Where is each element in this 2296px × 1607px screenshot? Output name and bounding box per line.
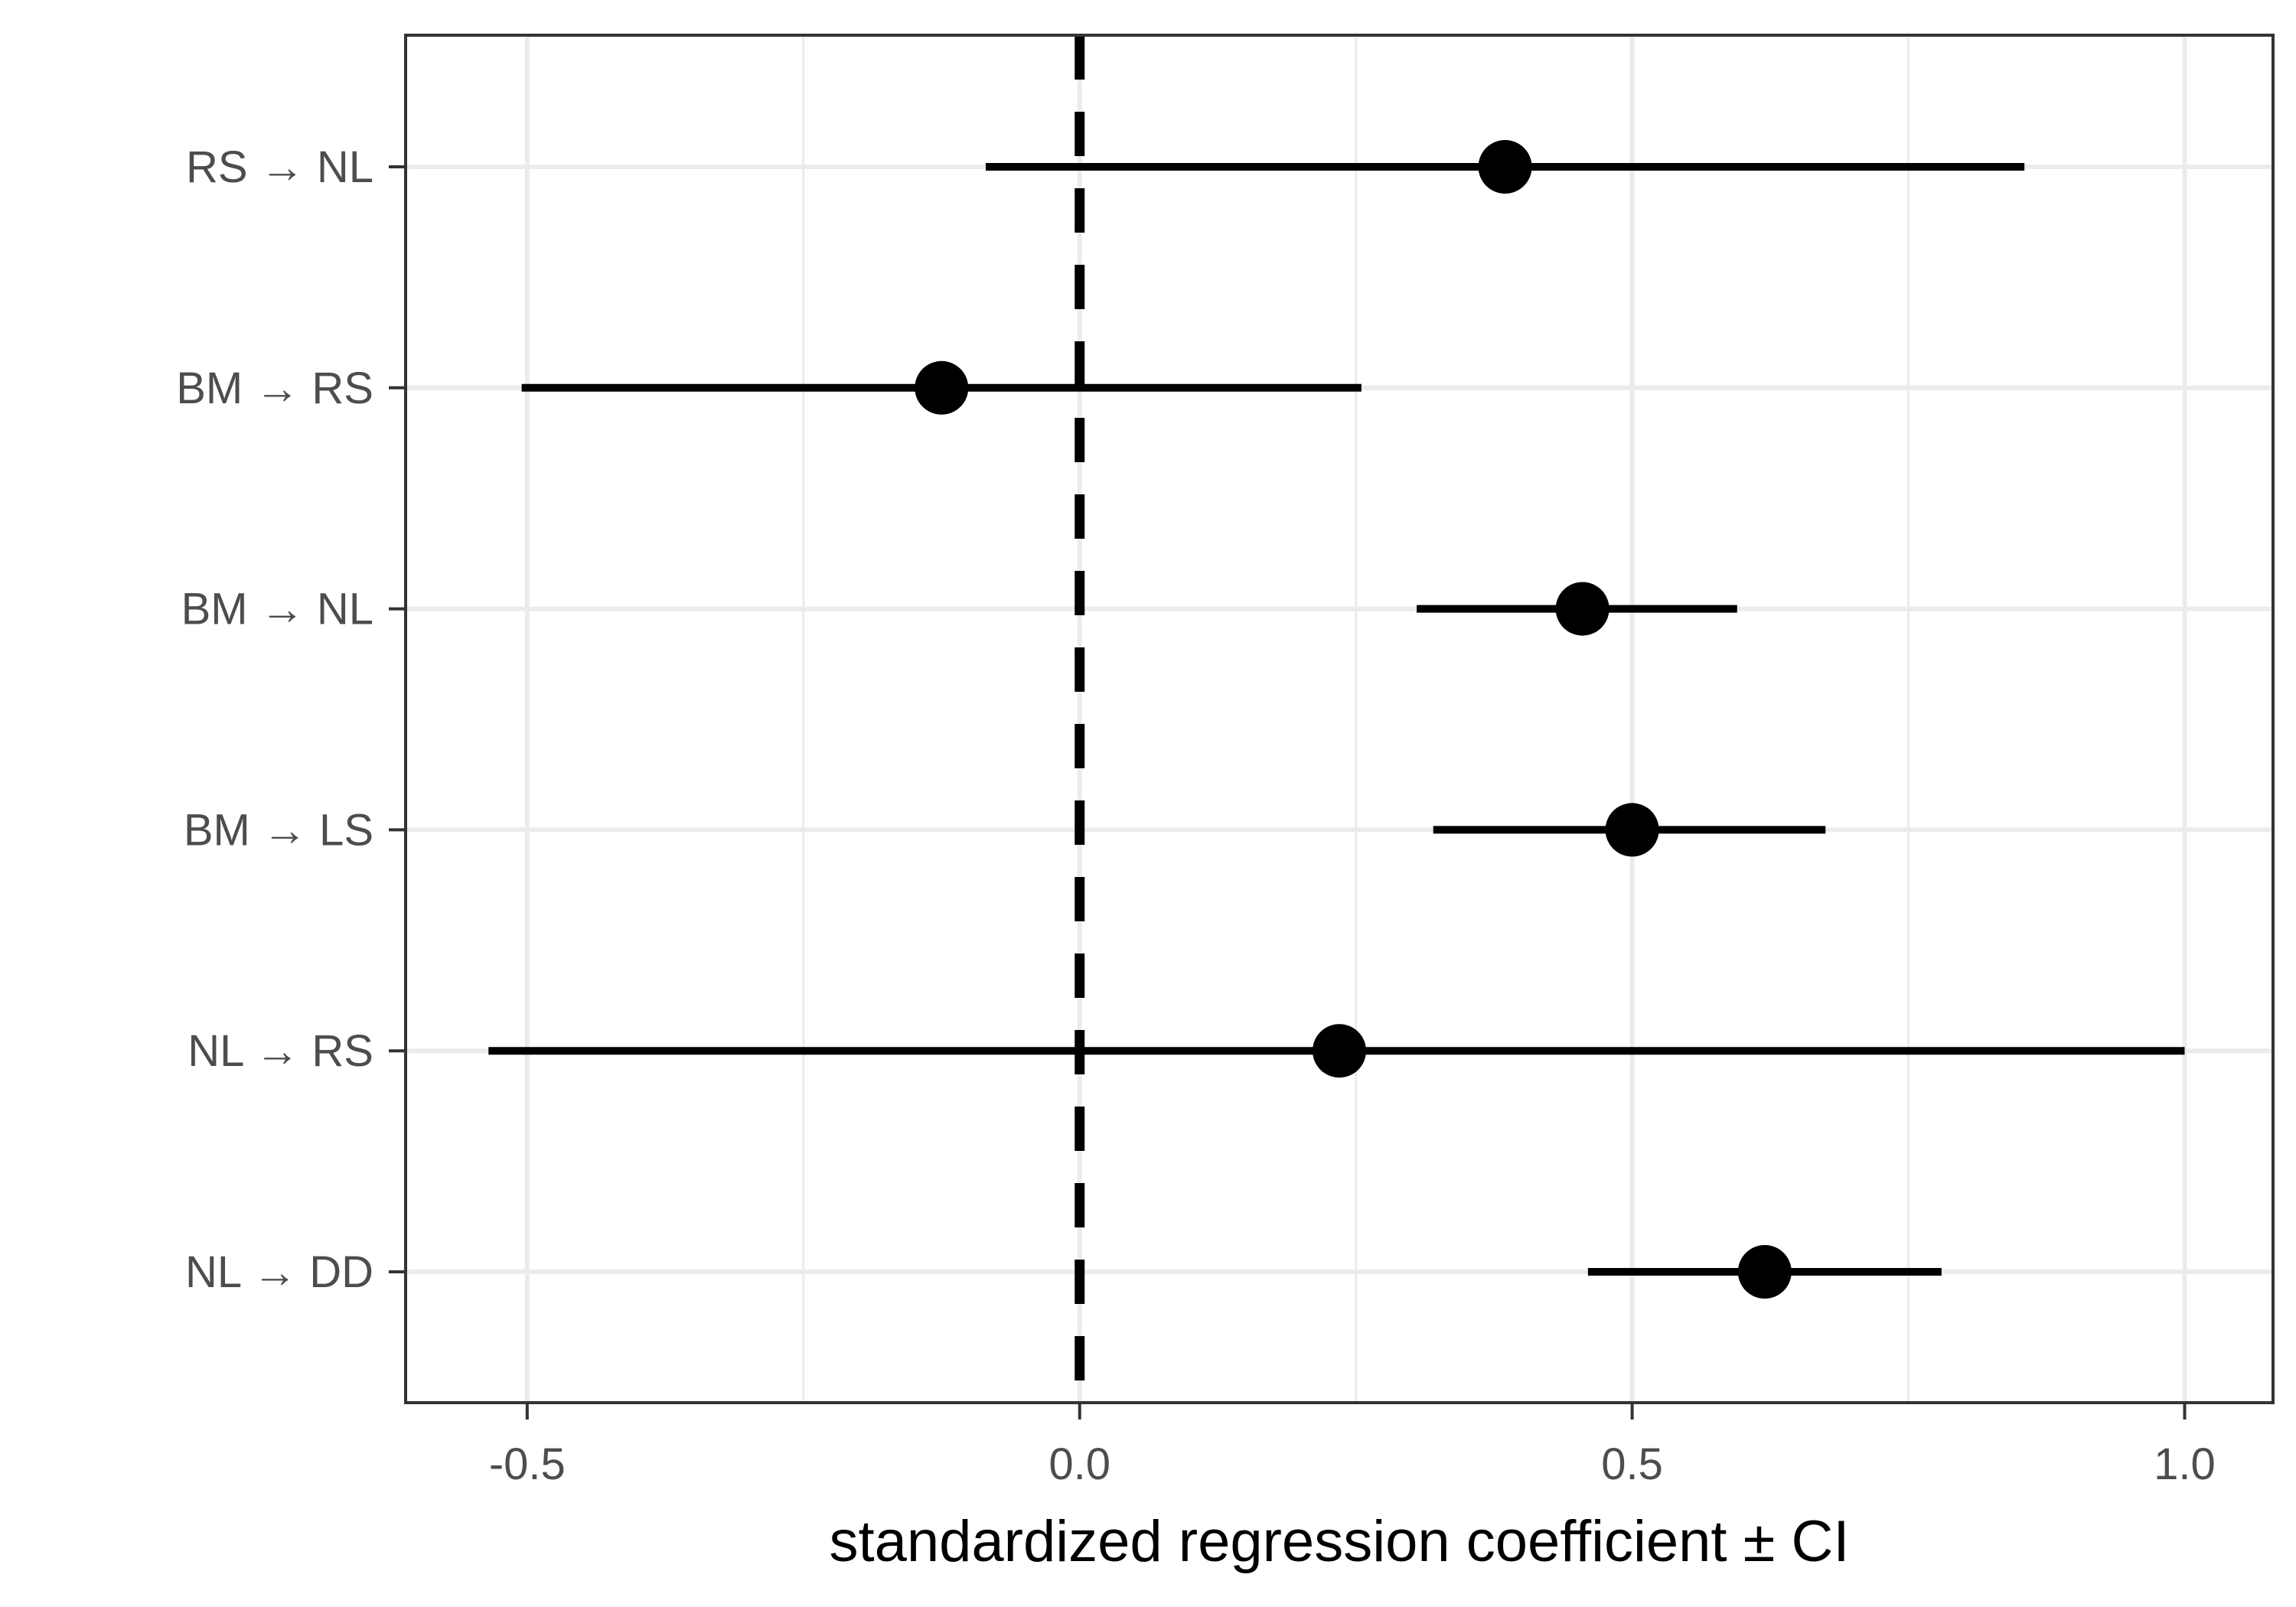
y-tick-label: RS → NL [186,142,373,192]
estimate-point [1737,1245,1792,1299]
x-axis-title: standardized regression coefficient ± CI [829,1509,1849,1574]
y-tick-label: NL → RS [188,1026,373,1076]
estimate-point [1478,140,1532,194]
x-tick-label: 0.5 [1601,1439,1663,1489]
grid-layer [406,35,2273,1403]
y-tick-label: BM → NL [181,585,373,634]
y-tick-label: NL → DD [185,1247,373,1297]
axes-layer: RS → NL BM → RS BM → NL BM → LS NL → RS NL → … [176,142,2216,1489]
x-tick-label: 0.0 [1049,1439,1110,1489]
marks-layer [488,140,2185,1299]
y-tick-label: BM → LS [184,805,373,855]
x-tick-label: -0.5 [489,1439,566,1489]
x-tick-label: 1.0 [2154,1439,2216,1489]
panel-border [404,34,2275,1404]
estimate-point [1313,1024,1366,1078]
estimate-point [1605,803,1659,857]
estimate-point [915,360,969,415]
estimate-point [1555,582,1609,636]
y-tick-label: BM → RS [176,363,373,413]
